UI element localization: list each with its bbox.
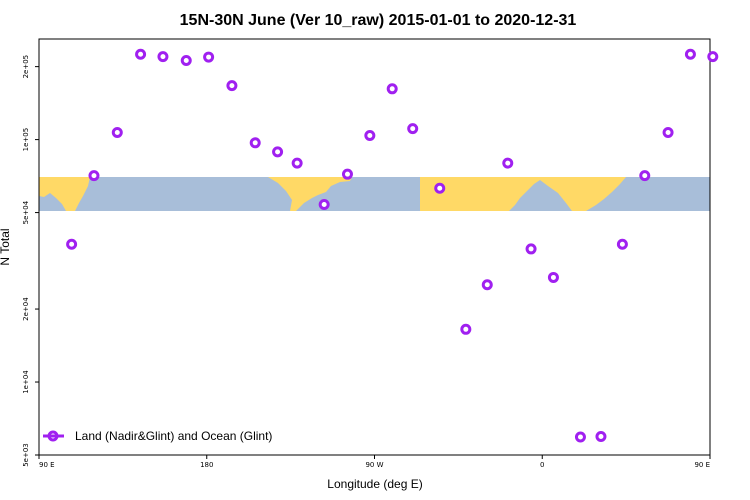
data-point xyxy=(595,431,607,443)
x-axis-label: Longitude (deg E) xyxy=(327,477,422,491)
data-point xyxy=(341,168,353,180)
plot-frame xyxy=(38,38,711,456)
data-point xyxy=(639,170,651,182)
data-point xyxy=(525,243,537,255)
data-point xyxy=(88,170,100,182)
y-tick-label: 2e+05 xyxy=(22,55,30,79)
data-point xyxy=(616,238,628,250)
y-tick-label: 5e+03 xyxy=(22,443,30,467)
data-point xyxy=(386,83,398,95)
legend-marker xyxy=(47,430,59,442)
data-point xyxy=(66,238,78,250)
data-point xyxy=(460,323,472,335)
data-point xyxy=(291,157,303,169)
data-point xyxy=(574,431,586,443)
data-point xyxy=(111,126,123,138)
world-map-strip xyxy=(39,177,710,211)
data-point xyxy=(481,279,493,291)
y-tick-label: 5e+04 xyxy=(22,200,30,224)
data-point xyxy=(249,137,261,149)
chart-title: 15N-30N June (Ver 10_raw) 2015-01-01 to … xyxy=(180,12,577,29)
data-point xyxy=(364,129,376,141)
data-point xyxy=(662,126,674,138)
legend: Land (Nadir&Glint) and Ocean (Glint) xyxy=(43,429,272,443)
y-tick-label: 1e+04 xyxy=(22,370,30,394)
data-point xyxy=(318,198,330,210)
x-tick-label: 90 E xyxy=(694,461,710,469)
data-point xyxy=(135,48,147,60)
y-tick-label: 1e+05 xyxy=(22,128,30,152)
x-tick-label: 90 E xyxy=(39,461,55,469)
y-axis-label: N Total xyxy=(0,228,12,265)
x-tick-label: 0 xyxy=(540,461,544,469)
y-tick-label: 2e+04 xyxy=(22,297,30,321)
land-mass-asia-left xyxy=(39,177,90,211)
data-point xyxy=(407,123,419,135)
data-point xyxy=(684,48,696,60)
land-mass-africa-asia xyxy=(420,177,626,211)
x-tick-label: 90 W xyxy=(365,461,383,469)
data-point xyxy=(502,157,514,169)
data-point xyxy=(157,51,169,63)
data-point xyxy=(226,80,238,92)
data-points xyxy=(66,48,719,443)
y-axis: 5e+03 1e+04 2e+04 5e+04 1e+05 2e+05 xyxy=(22,55,39,467)
x-tick-label: 180 xyxy=(200,461,213,469)
data-point xyxy=(434,182,446,194)
land-mass-mexico xyxy=(268,177,352,211)
data-point xyxy=(272,146,284,158)
x-axis: 90 E 180 90 W 0 90 E xyxy=(38,455,711,469)
data-point xyxy=(203,51,215,63)
data-point xyxy=(547,271,559,283)
legend-label: Land (Nadir&Glint) and Ocean (Glint) xyxy=(75,429,272,443)
data-point xyxy=(707,51,719,63)
data-point xyxy=(180,54,192,66)
